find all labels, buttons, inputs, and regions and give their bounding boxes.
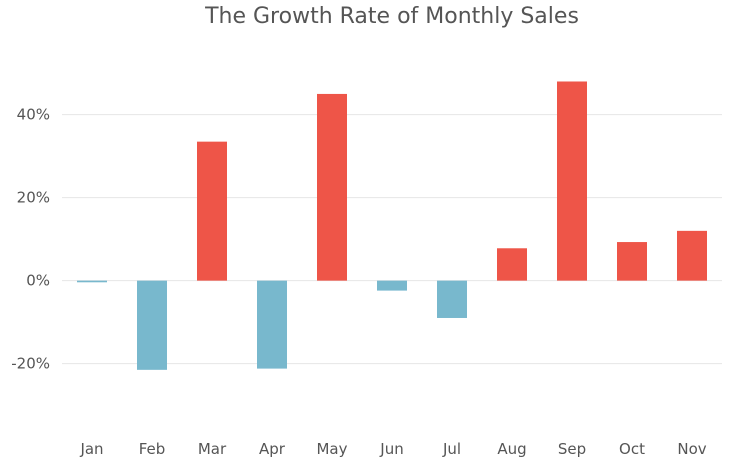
bar-jul xyxy=(437,280,467,318)
bar-nov xyxy=(677,230,707,281)
chart-title: The Growth Rate of Monthly Sales xyxy=(205,4,579,29)
x-tick-label: Jul xyxy=(442,440,461,458)
bar-feb xyxy=(137,280,167,370)
x-tick-label: Jan xyxy=(79,440,103,458)
y-tick-label: -20% xyxy=(11,355,50,373)
x-tick-label: Jun xyxy=(379,440,403,458)
x-tick-label: Oct xyxy=(619,440,645,458)
bar-apr xyxy=(257,280,287,369)
x-tick-label: Aug xyxy=(497,440,526,458)
x-tick-label: Apr xyxy=(259,440,286,458)
bar-oct xyxy=(617,242,647,281)
y-tick-label: 0% xyxy=(26,272,50,290)
x-tick-label: Feb xyxy=(139,440,166,458)
y-axis-ticks: -20% 0% 20% 40% xyxy=(11,106,50,373)
bar-jun xyxy=(377,280,407,291)
y-tick-label: 40% xyxy=(17,106,50,124)
x-tick-label: Mar xyxy=(198,440,227,458)
bar-may xyxy=(317,93,347,281)
y-tick-label: 20% xyxy=(17,189,50,207)
bar-sep xyxy=(557,81,587,281)
x-axis-ticks: Jan Feb Mar Apr May Jun Jul Aug Sep Oct Nov xyxy=(79,440,706,458)
bar-jan xyxy=(77,280,107,283)
x-tick-label: Nov xyxy=(677,440,706,458)
x-tick-label: May xyxy=(316,440,347,458)
bars xyxy=(77,81,707,370)
bar-aug xyxy=(497,248,527,281)
x-tick-label: Sep xyxy=(558,440,586,458)
bar-mar xyxy=(197,141,227,281)
